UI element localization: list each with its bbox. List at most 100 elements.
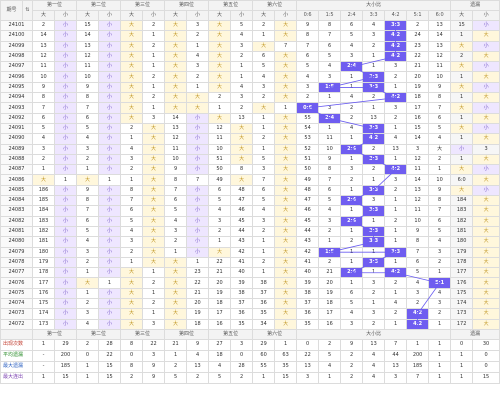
cell: 4	[76, 236, 100, 248]
cell: 1	[53, 174, 78, 186]
table-row: 24095 9 小 9 小大 1 大 1 大 4 3 大 3 1:5 1 3:3 1 19 9 大小	[0, 81, 500, 94]
cell: 7	[186, 174, 210, 186]
issue-number[interactable]: 24079	[0, 246, 33, 258]
issue-number[interactable]: 24098	[0, 50, 33, 63]
cell: 小	[472, 81, 500, 94]
issue-number[interactable]: 24075	[0, 287, 33, 300]
issue-number[interactable]: 24097	[0, 61, 33, 73]
issue-number[interactable]: 24076	[0, 277, 33, 289]
cell: 大	[274, 215, 298, 227]
cell: 2	[384, 71, 408, 83]
cell: 2	[142, 19, 166, 32]
cell: 大	[274, 308, 298, 320]
header-sub: 大	[164, 10, 188, 21]
issue-number[interactable]: 24083	[0, 205, 33, 217]
issue-number[interactable]: 24081	[0, 225, 33, 238]
cell: 12	[208, 122, 232, 135]
cell: 8	[318, 164, 342, 176]
table-row: 24082 183 小 6 小 5 大 4 小 3 45 3 大 45 3 2:4 1 2 10 6 182 大	[0, 215, 500, 227]
issue-number[interactable]: 24089	[0, 143, 33, 155]
cell: 4	[230, 30, 254, 42]
issue-number[interactable]: 24084	[0, 195, 33, 207]
cell: 11	[76, 61, 100, 73]
issue-number[interactable]: 24082	[0, 215, 33, 227]
issue-number[interactable]: 24092	[0, 112, 33, 124]
cell: 小	[53, 246, 78, 258]
header-sub: 小	[98, 10, 122, 21]
cell: 3	[318, 215, 342, 227]
cell: 8	[428, 195, 452, 207]
issue-number[interactable]: 24087	[0, 164, 33, 176]
issue-header[interactable]: 期号	[0, 0, 23, 21]
issue-number[interactable]: 24078	[0, 256, 33, 269]
cell: 2:4	[340, 267, 364, 279]
issue-number[interactable]: 24088	[0, 153, 33, 166]
cell: 1	[340, 81, 364, 94]
stat-cell: 5	[164, 371, 188, 384]
cell: 小	[186, 225, 210, 238]
cell: 小	[472, 61, 500, 73]
cell: 小	[98, 71, 122, 83]
cell: 小	[98, 256, 122, 269]
cell: 13	[164, 122, 188, 135]
cell: 大	[208, 30, 232, 42]
issue-number[interactable]: 24101	[0, 19, 33, 32]
cell: 大	[164, 40, 188, 52]
table-row: 24074 175 小 2 小大 2 大 20 18 37 36 大 37 18 5 1 4 2 3 174 大	[0, 298, 500, 310]
cell: 4	[76, 318, 100, 330]
cell: 180	[32, 246, 55, 258]
stat-cell: 13	[384, 360, 408, 373]
issue-number[interactable]: 24077	[0, 267, 33, 279]
cell: 1	[76, 164, 100, 176]
issue-number[interactable]: 24085	[0, 184, 33, 197]
cell: 1	[362, 102, 386, 114]
cell: 大	[274, 81, 298, 94]
issue-number[interactable]: 24091	[0, 122, 33, 135]
issue-number[interactable]: 24093	[0, 102, 33, 114]
issue-number[interactable]: 24099	[0, 40, 33, 52]
cell: 20	[406, 71, 430, 83]
cell: 13	[428, 19, 452, 32]
issue-number[interactable]: 24090	[0, 133, 33, 145]
cell: 1	[450, 92, 474, 104]
cell: 小	[53, 153, 78, 166]
cell: 41	[296, 256, 320, 269]
cell: 大	[274, 287, 298, 300]
cell: 4	[296, 71, 320, 83]
issue-number[interactable]: 24072	[0, 318, 33, 330]
cell: 11	[428, 61, 452, 73]
sort-icon[interactable]: ⇅	[22, 0, 33, 21]
issue-number[interactable]: 24074	[0, 298, 33, 310]
header-sub: 1:5	[318, 10, 342, 21]
cell: 小	[186, 184, 210, 197]
issue-number[interactable]: 24073	[0, 308, 33, 320]
issue-number[interactable]: 24096	[0, 71, 33, 83]
cell: 44	[230, 225, 254, 238]
cell: 2	[252, 92, 276, 104]
issue-number[interactable]: 24100	[0, 30, 33, 42]
cell: 小	[98, 308, 122, 320]
stat-cell: 4	[186, 349, 210, 362]
issue-number[interactable]: 24080	[0, 236, 33, 248]
cell: 小	[98, 215, 122, 227]
cell: 小	[472, 122, 500, 135]
cell: 2	[362, 92, 386, 104]
cell: 55	[296, 112, 320, 124]
issue-number[interactable]: 24094	[0, 92, 33, 104]
cell: 1	[384, 122, 408, 135]
cell: 9	[428, 81, 452, 94]
issue-number[interactable]: 24086	[0, 174, 33, 186]
cell: 54	[296, 122, 320, 135]
cell: 182	[450, 215, 474, 227]
cell: 14	[406, 174, 430, 186]
header-sub: 4:2	[384, 10, 408, 21]
header-group: 第六位	[252, 328, 298, 340]
issue-number[interactable]: 24095	[0, 81, 33, 94]
cell: 7	[406, 246, 430, 258]
cell: 3	[164, 225, 188, 238]
stat-cell: -	[32, 349, 55, 362]
cell: 1	[428, 164, 452, 176]
cell: 178	[32, 267, 55, 279]
cell: 10	[164, 153, 188, 166]
cell: 小	[186, 112, 210, 124]
